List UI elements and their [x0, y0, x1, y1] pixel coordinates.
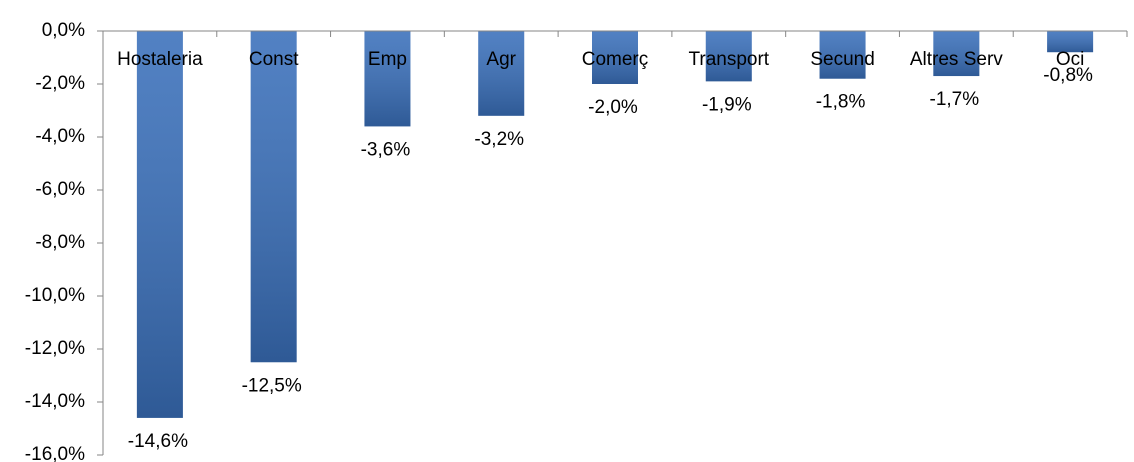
x-tick-label: Comerç	[582, 49, 649, 70]
bar	[1047, 31, 1094, 53]
value-label: -1,9%	[702, 94, 752, 115]
y-tick-label: -2,0%	[35, 73, 85, 94]
value-label: -1,7%	[930, 89, 980, 110]
y-tick-label: -14,0%	[25, 391, 85, 412]
bar	[364, 31, 411, 127]
value-label: -14,6%	[128, 431, 188, 452]
x-tick-label: Const	[249, 49, 299, 70]
x-tick-label: Secund	[810, 49, 874, 70]
bar	[136, 31, 183, 418]
y-tick-label: -6,0%	[35, 179, 85, 200]
x-tick-label: Transport	[688, 49, 769, 70]
value-label: -1,8%	[816, 92, 866, 113]
bar	[819, 31, 866, 79]
y-tick-label: -8,0%	[35, 232, 85, 253]
value-label: -3,2%	[474, 129, 524, 150]
x-tick-label: Oci	[1056, 49, 1085, 70]
bar	[705, 31, 752, 82]
x-tick-label: Emp	[368, 49, 407, 70]
x-tick-label: Altres Serv	[910, 49, 1003, 70]
x-tick-label: Agr	[486, 49, 516, 70]
value-label: -3,6%	[361, 139, 411, 160]
bar	[933, 31, 980, 77]
y-tick-label: -16,0%	[25, 444, 85, 462]
x-tick-label: Hostaleria	[117, 49, 203, 70]
bar	[592, 31, 638, 84]
value-label: -2,0%	[588, 97, 638, 118]
y-tick-label: -12,0%	[25, 338, 85, 359]
value-label: -0,8%	[1043, 65, 1093, 86]
bar	[478, 31, 525, 116]
y-tick-label: -10,0%	[25, 285, 85, 306]
y-tick-label: -4,0%	[35, 126, 85, 147]
y-tick-label: 0,0%	[42, 20, 85, 41]
bar	[250, 31, 297, 363]
value-label: -12,5%	[242, 375, 302, 396]
